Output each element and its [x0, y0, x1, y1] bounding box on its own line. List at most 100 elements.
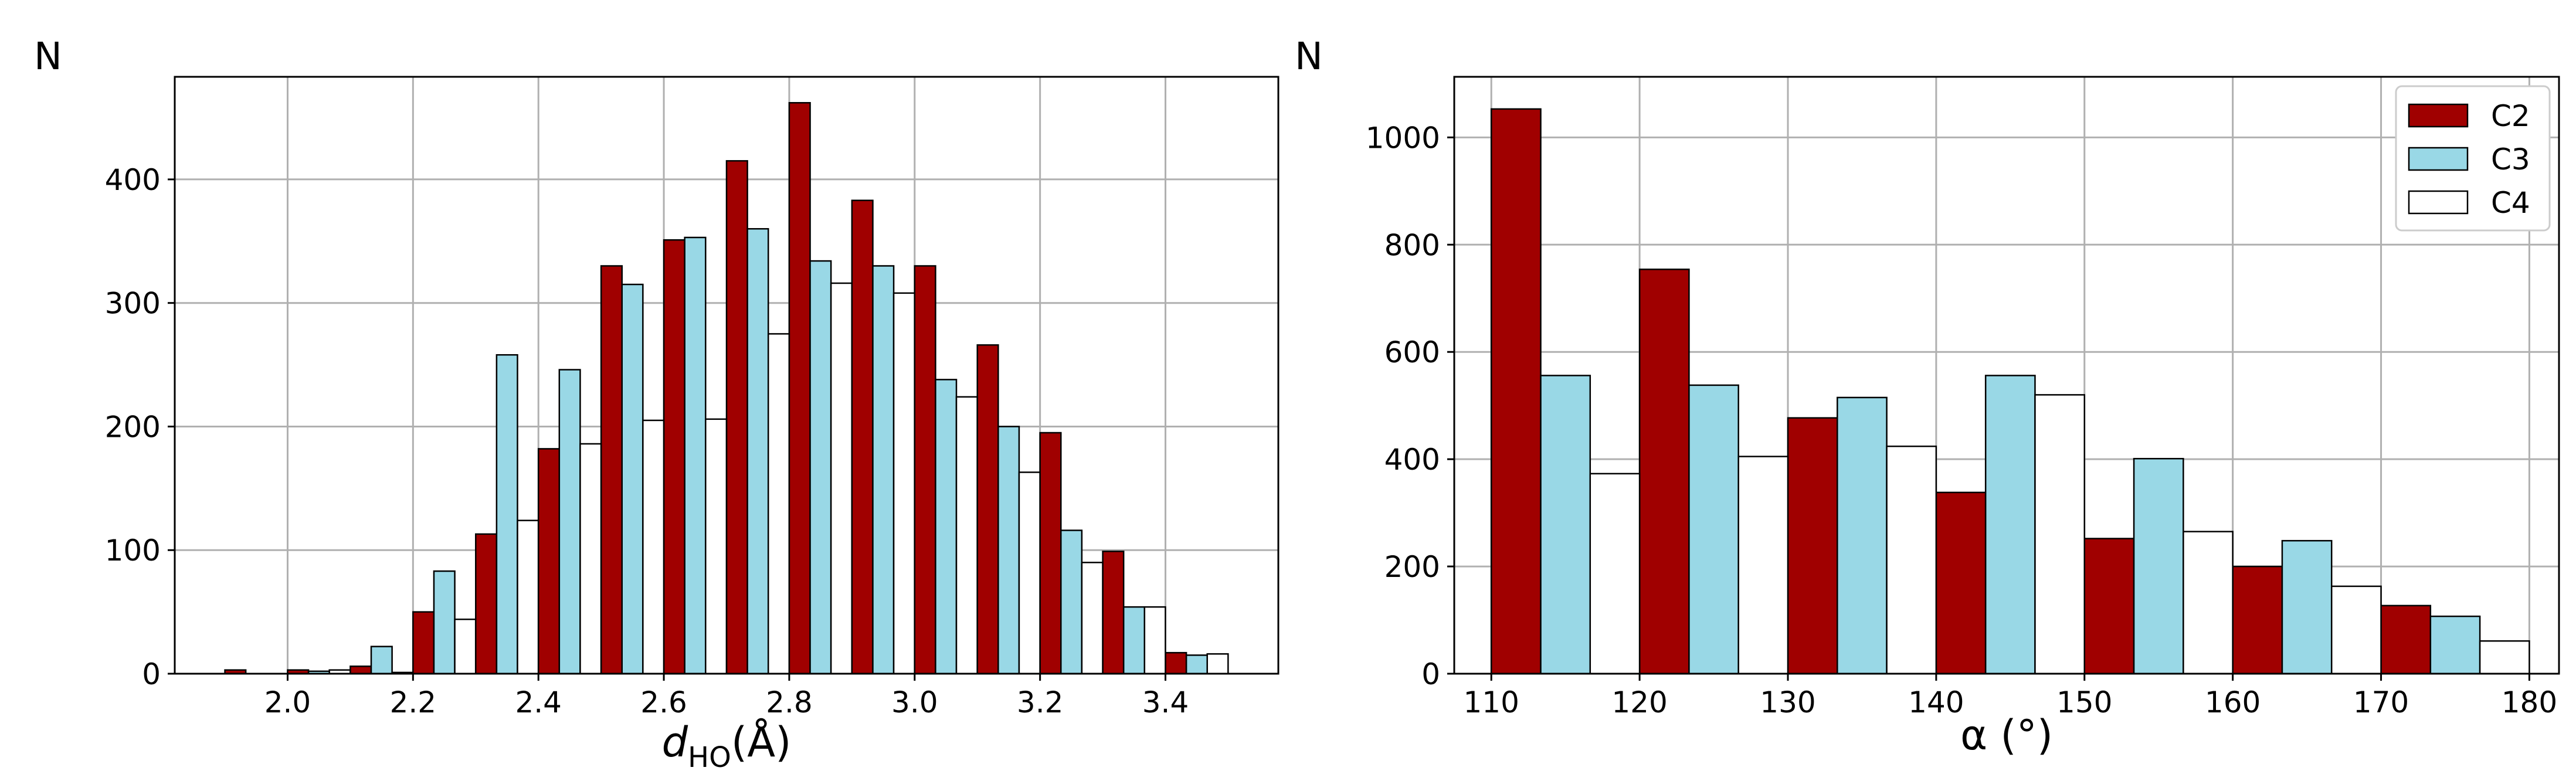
left-bar-c4: [454, 619, 477, 675]
legend-label-c3: C3: [2491, 142, 2530, 176]
left-bar-c3: [621, 283, 644, 675]
left-bar-c3: [872, 265, 895, 675]
left-bar-c3: [935, 379, 958, 675]
left-bar-c2: [1102, 551, 1125, 675]
right-bar-c4: [1737, 456, 1789, 675]
left-plot-frame: [174, 76, 1279, 675]
left-bar-c4: [830, 282, 853, 675]
legend-swatch-c4: [2408, 190, 2469, 215]
right-bar-c2: [1638, 269, 1690, 675]
right-bar-c4: [2183, 531, 2234, 675]
left-bar-c2: [663, 239, 685, 675]
left-y-tick-label: 300: [105, 287, 161, 321]
left-x-tick-label: 3.2: [1017, 685, 1064, 719]
left-bar-c3: [746, 227, 769, 675]
left-bar-c2: [349, 665, 372, 675]
left-bar-c2: [788, 102, 811, 675]
histogram-angle-panel: N 110 120 130 140 150 160 170 180 0 200 400 600 800…: [1295, 35, 2560, 759]
legend: C2 C3 C4: [2395, 85, 2551, 232]
right-bar-c3: [2281, 539, 2333, 675]
right-bar-c4: [2034, 394, 2085, 675]
right-x-tick-label: 180: [2502, 685, 2557, 719]
right-x-tick-label: 120: [1611, 685, 1667, 719]
right-x-ticks: 110 120 130 140 150 160 170 180: [1464, 674, 2557, 719]
right-bar-c3: [1540, 375, 1591, 675]
left-bars: [224, 102, 1229, 675]
right-x-tick-label: 110: [1464, 685, 1519, 719]
right-bar-c2: [2232, 565, 2283, 675]
left-bar-c4: [767, 333, 790, 675]
right-bar-c3: [2133, 457, 2184, 675]
right-bar-c2: [2380, 605, 2432, 675]
right-y-tick-label: 400: [1384, 443, 1440, 477]
right-y-axis-title: N: [1295, 35, 1323, 79]
left-x-ticks: 2.0 2.2 2.4 2.6 2.8 3.0 3.2 3.4: [264, 674, 1189, 719]
left-bar-c4: [579, 443, 602, 675]
right-bar-c2: [1935, 491, 1987, 675]
left-bar-c3: [1060, 529, 1083, 675]
right-y-tick-label: 200: [1384, 550, 1440, 584]
right-y-ticks: 0 200 400 600 800 1000: [1366, 121, 1454, 691]
right-x-tick-label: 130: [1760, 685, 1815, 719]
right-bar-c3: [1837, 396, 1888, 675]
left-bar-c2: [475, 533, 498, 675]
right-bar-c2: [1787, 417, 1838, 675]
left-bar-c2: [976, 344, 999, 675]
left-bar-c2: [851, 199, 874, 675]
left-bar-c3: [370, 646, 393, 675]
left-x-tick-label: 2.2: [390, 685, 437, 719]
left-bar-c2: [1039, 432, 1062, 675]
left-bar-c2: [600, 265, 623, 675]
right-y-tick-label: 800: [1384, 228, 1440, 262]
left-bar-c3: [997, 426, 1020, 675]
legend-swatch-c2: [2408, 103, 2469, 128]
left-x-tick-label: 2.8: [766, 685, 813, 719]
left-bar-c4: [1206, 653, 1229, 675]
left-bar-c2: [537, 448, 561, 675]
right-bar-c4: [2479, 640, 2530, 675]
right-bar-c4: [1886, 445, 1937, 675]
right-bar-c4: [2330, 585, 2382, 675]
left-x-tick-label: 3.4: [1142, 685, 1189, 719]
right-y-tick-label: 600: [1384, 335, 1440, 369]
right-y-tick-label: 0: [1421, 657, 1440, 691]
right-x-tick-label: 150: [2056, 685, 2112, 719]
left-y-ticks: 0 100 200 300 400: [105, 163, 175, 691]
left-bar-c4: [892, 292, 915, 675]
left-bar-c4: [1018, 471, 1041, 675]
left-bar-c4: [705, 418, 728, 675]
right-y-tick-label: 1000: [1366, 121, 1440, 155]
right-x-tick-label: 140: [1908, 685, 1964, 719]
right-x-axis-title: α (°): [1960, 711, 2053, 759]
right-bar-c2: [2083, 538, 2135, 675]
left-bar-c4: [1143, 606, 1166, 675]
right-plot-frame: [1453, 76, 2560, 675]
left-x-axis-title-main: d: [662, 718, 688, 766]
left-y-axis-title: N: [34, 35, 62, 79]
left-x-axis-title-sub: HO: [688, 741, 731, 774]
left-y-tick-label: 100: [105, 534, 161, 568]
left-x-tick-label: 2.4: [515, 685, 562, 719]
left-bar-c2: [412, 611, 435, 675]
right-bar-c3: [2429, 615, 2481, 675]
left-bar-c2: [914, 265, 936, 675]
right-bar-c2: [1490, 108, 1542, 675]
left-bar-c4: [642, 419, 665, 675]
left-bar-c4: [1081, 562, 1104, 675]
right-x-tick-label: 170: [2353, 685, 2409, 719]
left-x-tick-label: 2.0: [264, 685, 311, 719]
left-bar-c3: [433, 570, 456, 675]
left-bar-c3: [1122, 606, 1146, 675]
left-y-tick-label: 0: [142, 657, 161, 691]
left-y-tick-label: 200: [105, 410, 161, 444]
right-bar-c3: [1688, 384, 1739, 675]
right-bars: [1490, 108, 2530, 675]
left-bar-c3: [558, 369, 581, 675]
left-bar-c2: [725, 160, 748, 675]
left-bar-c3: [684, 236, 707, 675]
legend-label-c2: C2: [2491, 99, 2530, 133]
left-bar-c2: [1165, 651, 1187, 675]
legend-label-c4: C4: [2491, 186, 2530, 220]
left-x-axis-title-unit: (Å): [731, 718, 792, 766]
